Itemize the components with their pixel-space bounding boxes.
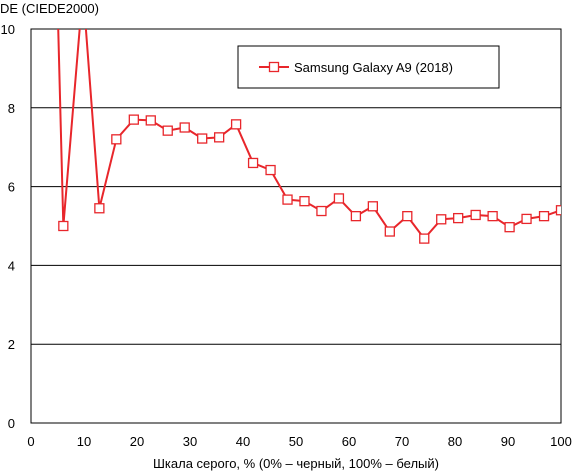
data-point bbox=[145, 115, 156, 126]
x-tick-label: 90 bbox=[501, 434, 515, 449]
data-point bbox=[504, 222, 515, 233]
data-point bbox=[436, 214, 447, 225]
y-tick-label: 2 bbox=[8, 337, 15, 352]
y-axis-label: DE (CIEDE2000) bbox=[0, 1, 99, 16]
data-point bbox=[419, 233, 430, 244]
y-tick-label: 10 bbox=[1, 22, 15, 37]
data-point bbox=[299, 196, 310, 207]
data-point bbox=[58, 220, 69, 232]
data-point bbox=[128, 114, 139, 125]
legend: Samsung Galaxy A9 (2018) bbox=[237, 45, 500, 89]
legend-label: Samsung Galaxy A9 (2018) bbox=[294, 60, 453, 75]
y-tick-label: 6 bbox=[8, 180, 15, 195]
data-point bbox=[350, 210, 362, 222]
legend-marker-icon bbox=[268, 61, 280, 73]
data-point bbox=[538, 210, 550, 222]
data-point bbox=[247, 157, 259, 169]
x-axis-label: Шкала серого, % (0% – черный, 100% – бел… bbox=[153, 456, 439, 471]
x-tick-label: 80 bbox=[448, 434, 462, 449]
x-tick-label: 60 bbox=[342, 434, 356, 449]
data-point bbox=[197, 133, 208, 144]
x-tick-label: 0 bbox=[27, 434, 34, 449]
x-tick-label: 20 bbox=[130, 434, 144, 449]
data-point bbox=[367, 201, 379, 212]
data-point bbox=[265, 164, 276, 176]
data-point bbox=[230, 119, 242, 130]
data-point bbox=[384, 226, 395, 237]
data-point bbox=[555, 205, 561, 216]
y-tick-label: 8 bbox=[8, 101, 15, 116]
data-point bbox=[179, 122, 190, 133]
data-point bbox=[162, 125, 173, 136]
x-tick-label: 10 bbox=[77, 434, 91, 449]
data-point bbox=[94, 203, 105, 214]
x-axis-ticks: 0 10 20 30 40 50 60 70 80 90 100 bbox=[27, 434, 571, 449]
x-tick-label: 40 bbox=[236, 434, 250, 449]
x-tick-label: 70 bbox=[395, 434, 409, 449]
y-tick-label: 4 bbox=[8, 258, 15, 273]
data-point bbox=[487, 210, 498, 222]
data-point bbox=[282, 194, 293, 205]
data-point bbox=[521, 213, 532, 225]
plot-area-frame bbox=[30, 28, 562, 424]
data-point bbox=[111, 134, 122, 145]
data-point bbox=[470, 209, 481, 221]
series-layer bbox=[54, 17, 561, 244]
data-point bbox=[453, 212, 464, 224]
data-point bbox=[213, 132, 225, 143]
x-tick-label: 100 bbox=[550, 434, 572, 449]
y-tick-label: 0 bbox=[8, 416, 15, 431]
data-point bbox=[316, 205, 327, 217]
data-point bbox=[54, 17, 63, 26]
grid bbox=[31, 107, 561, 345]
data-point bbox=[402, 210, 413, 222]
data-point bbox=[333, 193, 345, 204]
x-tick-label: 50 bbox=[289, 434, 303, 449]
y-axis-ticks: 0 2 4 6 8 10 bbox=[1, 22, 15, 431]
x-tick-label: 30 bbox=[183, 434, 197, 449]
